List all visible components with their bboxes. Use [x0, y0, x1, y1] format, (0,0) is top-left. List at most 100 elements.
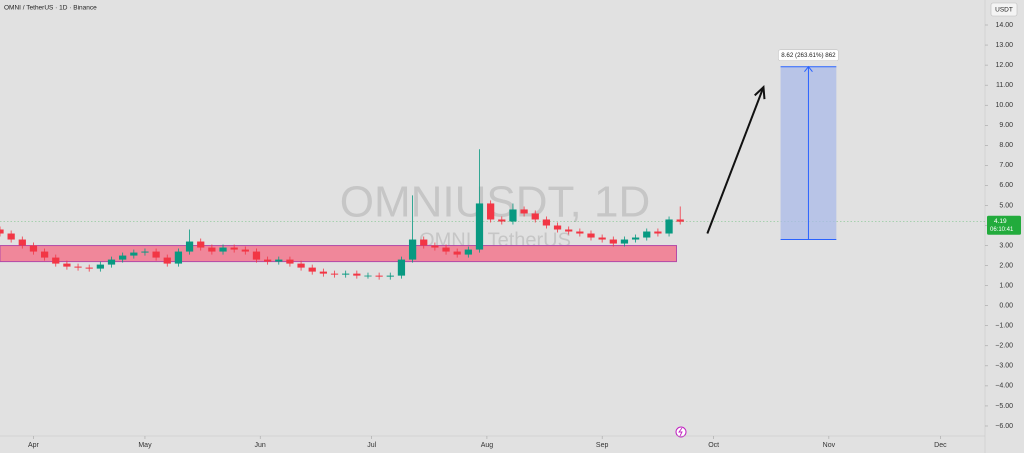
candle-body	[241, 249, 249, 252]
y-tick-label: −3.00	[995, 363, 1013, 370]
y-tick-label: −2.00	[995, 343, 1013, 350]
x-tick-label: Sep	[596, 442, 609, 449]
chart-title: OMNI / TetherUS · 1D · Binance	[4, 5, 97, 12]
candle-body	[442, 247, 450, 252]
candle-body	[676, 219, 684, 222]
candle	[676, 206, 684, 225]
currency-label[interactable]: USDT	[995, 7, 1013, 14]
candle-body	[252, 251, 261, 260]
candle	[397, 256, 406, 279]
x-tick-label: Jun	[255, 442, 266, 449]
x-tick-label: Nov	[823, 442, 836, 449]
candle-body	[174, 251, 183, 264]
trend-arrow-head	[754, 85, 766, 100]
x-tick-label: Apr	[28, 442, 40, 449]
candle	[665, 216, 673, 237]
candle-body	[408, 239, 417, 260]
candle	[453, 248, 461, 258]
candle-body	[643, 231, 651, 238]
candle	[96, 261, 104, 272]
last-price-tag	[987, 215, 1021, 235]
candle	[241, 246, 249, 255]
event-icon-bolt	[678, 427, 683, 437]
candle-body	[319, 271, 328, 274]
y-tick-label: 9.00	[999, 122, 1013, 129]
candle	[565, 226, 573, 235]
candle	[386, 272, 394, 280]
candle-body	[587, 233, 595, 238]
candle-body	[107, 259, 116, 265]
candle-body	[542, 219, 551, 226]
candle-body	[52, 257, 60, 264]
candle-body	[487, 203, 495, 220]
last-price-countdown: 06:10:41	[990, 227, 1014, 233]
candle	[420, 236, 428, 249]
projection-label: 8.62 (263.61%) 862	[781, 52, 836, 59]
candle-body	[342, 273, 350, 275]
projection-arrow-head	[804, 65, 813, 73]
candle	[63, 260, 71, 270]
candle	[29, 242, 38, 255]
candle-body	[7, 233, 15, 240]
currency-button[interactable]	[990, 2, 1018, 17]
candle-body	[364, 275, 372, 277]
candle-body	[375, 275, 383, 277]
candle	[230, 244, 238, 253]
last-price-label: 4.19	[994, 218, 1007, 225]
candle-body	[509, 209, 517, 222]
candle	[252, 248, 261, 263]
candle	[353, 270, 361, 279]
candle-body	[308, 267, 316, 272]
y-tick-label: −6.00	[995, 423, 1013, 430]
trend-arrow	[706, 86, 765, 234]
candle-body	[230, 247, 238, 250]
y-tick-label: 1.00	[999, 282, 1013, 289]
candle	[208, 244, 216, 255]
candle-body	[40, 251, 49, 258]
candle-body	[275, 259, 283, 262]
candle	[609, 236, 617, 247]
candle	[509, 203, 517, 225]
candle	[553, 222, 562, 233]
candle-body	[353, 273, 361, 276]
candle	[163, 254, 171, 267]
candle-body	[18, 239, 26, 246]
candle-body	[654, 231, 662, 234]
candle	[487, 200, 495, 223]
candle-body	[130, 252, 138, 256]
candle	[119, 252, 127, 263]
candle	[275, 256, 283, 265]
candle	[342, 270, 350, 278]
candle	[18, 236, 26, 249]
candle	[631, 234, 640, 243]
y-tick-label: 6.00	[999, 182, 1013, 189]
candle	[542, 216, 551, 229]
candle	[498, 216, 506, 225]
candle	[464, 246, 472, 258]
candle	[654, 228, 662, 237]
candle	[74, 263, 82, 271]
y-tick-label: −1.00	[995, 323, 1013, 330]
candle	[330, 270, 339, 278]
candle-body	[553, 225, 562, 230]
candle	[620, 236, 629, 247]
projection-label-box	[778, 49, 839, 61]
candle	[475, 149, 484, 253]
candle	[107, 256, 116, 268]
candle	[286, 256, 294, 267]
candle	[442, 244, 450, 255]
candle	[0, 226, 4, 237]
candle	[7, 230, 15, 243]
candle-body	[330, 273, 339, 275]
y-tick-label: −4.00	[995, 383, 1013, 390]
candle-body	[219, 247, 227, 252]
x-tick-label: May	[138, 442, 152, 449]
candle	[319, 268, 328, 277]
candle	[197, 238, 205, 251]
candle	[130, 249, 138, 259]
y-tick-label: 8.00	[999, 142, 1013, 149]
candle-body	[531, 213, 539, 220]
y-tick-label: 7.00	[999, 162, 1013, 169]
candle	[174, 248, 183, 267]
